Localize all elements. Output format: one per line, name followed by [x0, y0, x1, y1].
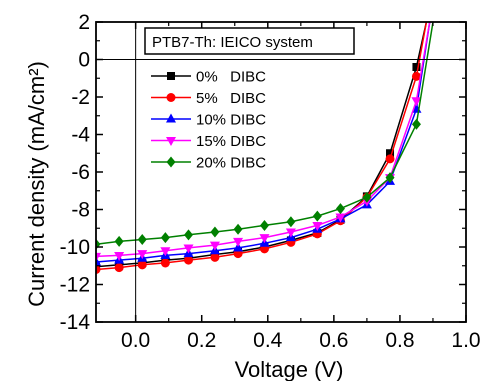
- data-point-1-5: [210, 252, 220, 262]
- data-point-4-9: [312, 210, 322, 222]
- data-point-1-3: [160, 258, 170, 268]
- data-point-4-1: [114, 235, 124, 247]
- chart-annotation-box: PTB7-Th: IEICO system: [144, 27, 355, 55]
- data-point-0-13: [412, 63, 421, 71]
- y-tick-label: -8: [71, 199, 90, 222]
- data-point-3-6: [233, 237, 244, 247]
- data-point-1-13: [411, 71, 421, 81]
- x-tick-label: 0.4: [253, 329, 283, 352]
- data-point-3-2: [137, 250, 148, 260]
- legend-marker: [166, 113, 176, 123]
- legend-label: 5% DIBC: [196, 90, 266, 107]
- legend-label: 20% DIBC: [196, 155, 266, 172]
- data-point-0-12: [386, 149, 395, 158]
- legend-entry-4: 20% DIBC: [151, 155, 266, 172]
- legend-entry-0: 0% DIBC: [151, 69, 266, 86]
- y-tick-label: -6: [71, 161, 90, 184]
- axes-layer: [95, 21, 467, 323]
- series-3: [96, 22, 431, 262]
- data-point-3-8: [285, 228, 296, 238]
- y-tick-label: 2: [78, 11, 90, 34]
- data-point-3-9: [312, 221, 323, 231]
- plot-frame: [95, 21, 467, 323]
- y-axis-title: Current density (mA/cm²): [24, 61, 49, 307]
- legend-entry-2: 10% DIBC: [151, 112, 266, 129]
- data-point-3-0: [96, 252, 101, 262]
- data-point-4-3: [160, 232, 170, 244]
- x-tick-label: 0.6: [319, 329, 348, 352]
- x-tick-label: 0.8: [385, 329, 414, 352]
- x-tick-label: 0.0: [121, 329, 150, 352]
- data-point-1-2: [137, 260, 147, 270]
- x-axis-title: Voltage (V): [235, 357, 344, 381]
- legend-marker: [167, 72, 175, 80]
- data-point-4-11: [362, 191, 372, 203]
- chart-annotation: PTB7-Th: IEICO system: [152, 34, 313, 51]
- legend-marker: [166, 137, 176, 146]
- data-point-4-4: [184, 229, 193, 241]
- data-point-3-10: [335, 213, 346, 223]
- y-tick-label: -10: [60, 236, 90, 259]
- legend-entry-3: 15% DIBC: [151, 133, 266, 150]
- data-point-1-1: [114, 263, 124, 273]
- y-tick-label: 0: [78, 49, 90, 72]
- data-point-4-2: [137, 234, 147, 245]
- data-point-4-6: [233, 223, 243, 235]
- legend-entry-1: 5% DIBC: [151, 90, 266, 107]
- ticks-layer: 0.0 0.2 0.4 0.6 0.8 1.0 2 0 -2 -4 -6 -8 -10 -12 -14: [60, 11, 481, 352]
- data-point-1-12: [385, 154, 395, 164]
- data-point-1-0: [96, 265, 101, 274]
- data-point-4-5: [210, 226, 220, 238]
- data-point-4-12: [385, 172, 395, 184]
- legend: 0% DIBC 5% DIBC 10% DIBC 15% DIBC 20% DIBC: [151, 69, 266, 172]
- data-point-4-10: [335, 203, 345, 215]
- data-point-3-4: [183, 244, 194, 254]
- data-point-2-6: [233, 242, 244, 252]
- legend-marker: [166, 93, 176, 102]
- y-tick-label: -12: [60, 274, 90, 297]
- data-point-3-7: [259, 234, 270, 244]
- data-point-1-4: [184, 255, 193, 265]
- data-point-4-7: [259, 219, 269, 231]
- series-4: [96, 22, 434, 250]
- series-layer: [96, 22, 434, 274]
- data-point-4-8: [286, 216, 296, 228]
- data-point-3-1: [114, 251, 125, 261]
- y-tick-label: -4: [71, 124, 90, 147]
- legend-label: 10% DIBC: [196, 112, 266, 129]
- x-tick-label: 0.2: [187, 329, 216, 352]
- legend-marker: [166, 156, 176, 168]
- data-point-3-5: [209, 241, 220, 251]
- data-point-4-13: [411, 118, 421, 130]
- x-tick-label: 1.0: [451, 329, 480, 352]
- legend-label: 15% DIBC: [196, 133, 266, 150]
- data-point-3-13: [411, 97, 422, 107]
- legend-label: 0% DIBC: [196, 69, 266, 86]
- data-point-3-3: [160, 247, 171, 257]
- y-tick-label: -14: [60, 311, 91, 334]
- y-tick-label: -2: [71, 86, 90, 109]
